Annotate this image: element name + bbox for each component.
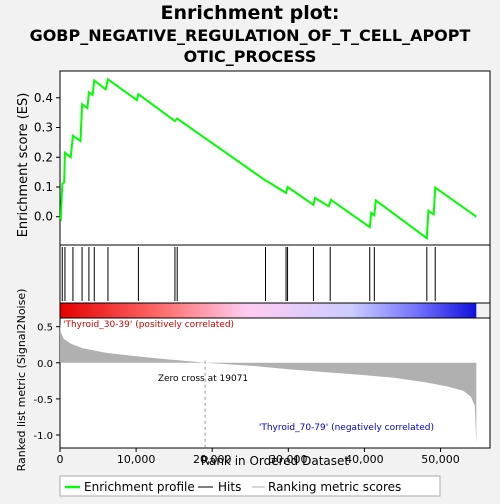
x-tick-label: 0	[57, 453, 64, 466]
metric-panel	[59, 317, 491, 449]
metric-y-axis: 0.5 0.0 -0.5 -1.0	[33, 323, 60, 442]
es-y-tick-label: 0.1	[34, 180, 53, 194]
x-tick-label: 10,000	[117, 453, 156, 466]
legend-label-ranking-metric: Ranking metric scores	[268, 480, 401, 494]
chart-title-line-1: Enrichment plot:	[161, 2, 340, 24]
hits-panel	[59, 244, 491, 304]
x-tick-label: 20,000	[193, 453, 232, 466]
metric-y-tick-label: 0.5	[37, 323, 53, 334]
metric-y-axis-label: Ranked list metric (Signal2Noise)	[15, 289, 28, 472]
negative-correlation-label: 'Thyroid_70-79' (negatively correlated)	[259, 423, 434, 433]
x-tick-label: 50,000	[421, 453, 460, 466]
enrichment-panel	[59, 70, 491, 246]
zero-cross-label: Zero cross at 19071	[158, 374, 248, 384]
es-y-tick-label: 0.3	[34, 121, 53, 135]
x-tick-label: 30,000	[269, 453, 308, 466]
es-y-axis: 0.0 0.1 0.2 0.3 0.4	[34, 91, 60, 224]
legend-label-enrichment-profile: Enrichment profile	[84, 480, 195, 494]
enrichment-profile-line	[59, 77, 477, 241]
hit-marks	[61, 247, 436, 301]
x-axis-label: Rank in Ordered Dataset	[201, 454, 349, 468]
chart-title-line-3: OTIC_PROCESS	[184, 47, 317, 66]
x-axis: 0 10,000 20,000 30,000 40,000 50,000	[57, 448, 460, 466]
metric-y-tick-label: -1.0	[33, 431, 53, 442]
legend-box	[59, 475, 441, 497]
es-y-axis-label: Enrichment score (ES)	[16, 93, 31, 238]
legend-label-hits: Hits	[218, 480, 241, 494]
ranking-gradient-bar	[60, 303, 477, 318]
x-tick-label: 40,000	[345, 453, 384, 466]
chart-title-line-2: GOBP_NEGATIVE_REGULATION_OF_T_CELL_APOPT	[30, 26, 471, 45]
es-y-tick-label: 0.4	[34, 91, 53, 105]
es-y-tick-label: 0.2	[34, 150, 53, 164]
positive-correlation-label: 'Thyroid_30-39' (positively correlated)	[63, 320, 234, 330]
es-y-tick-label: 0.0	[34, 210, 53, 224]
metric-y-tick-label: 0.0	[37, 359, 53, 370]
metric-y-tick-label: -0.5	[33, 395, 53, 406]
